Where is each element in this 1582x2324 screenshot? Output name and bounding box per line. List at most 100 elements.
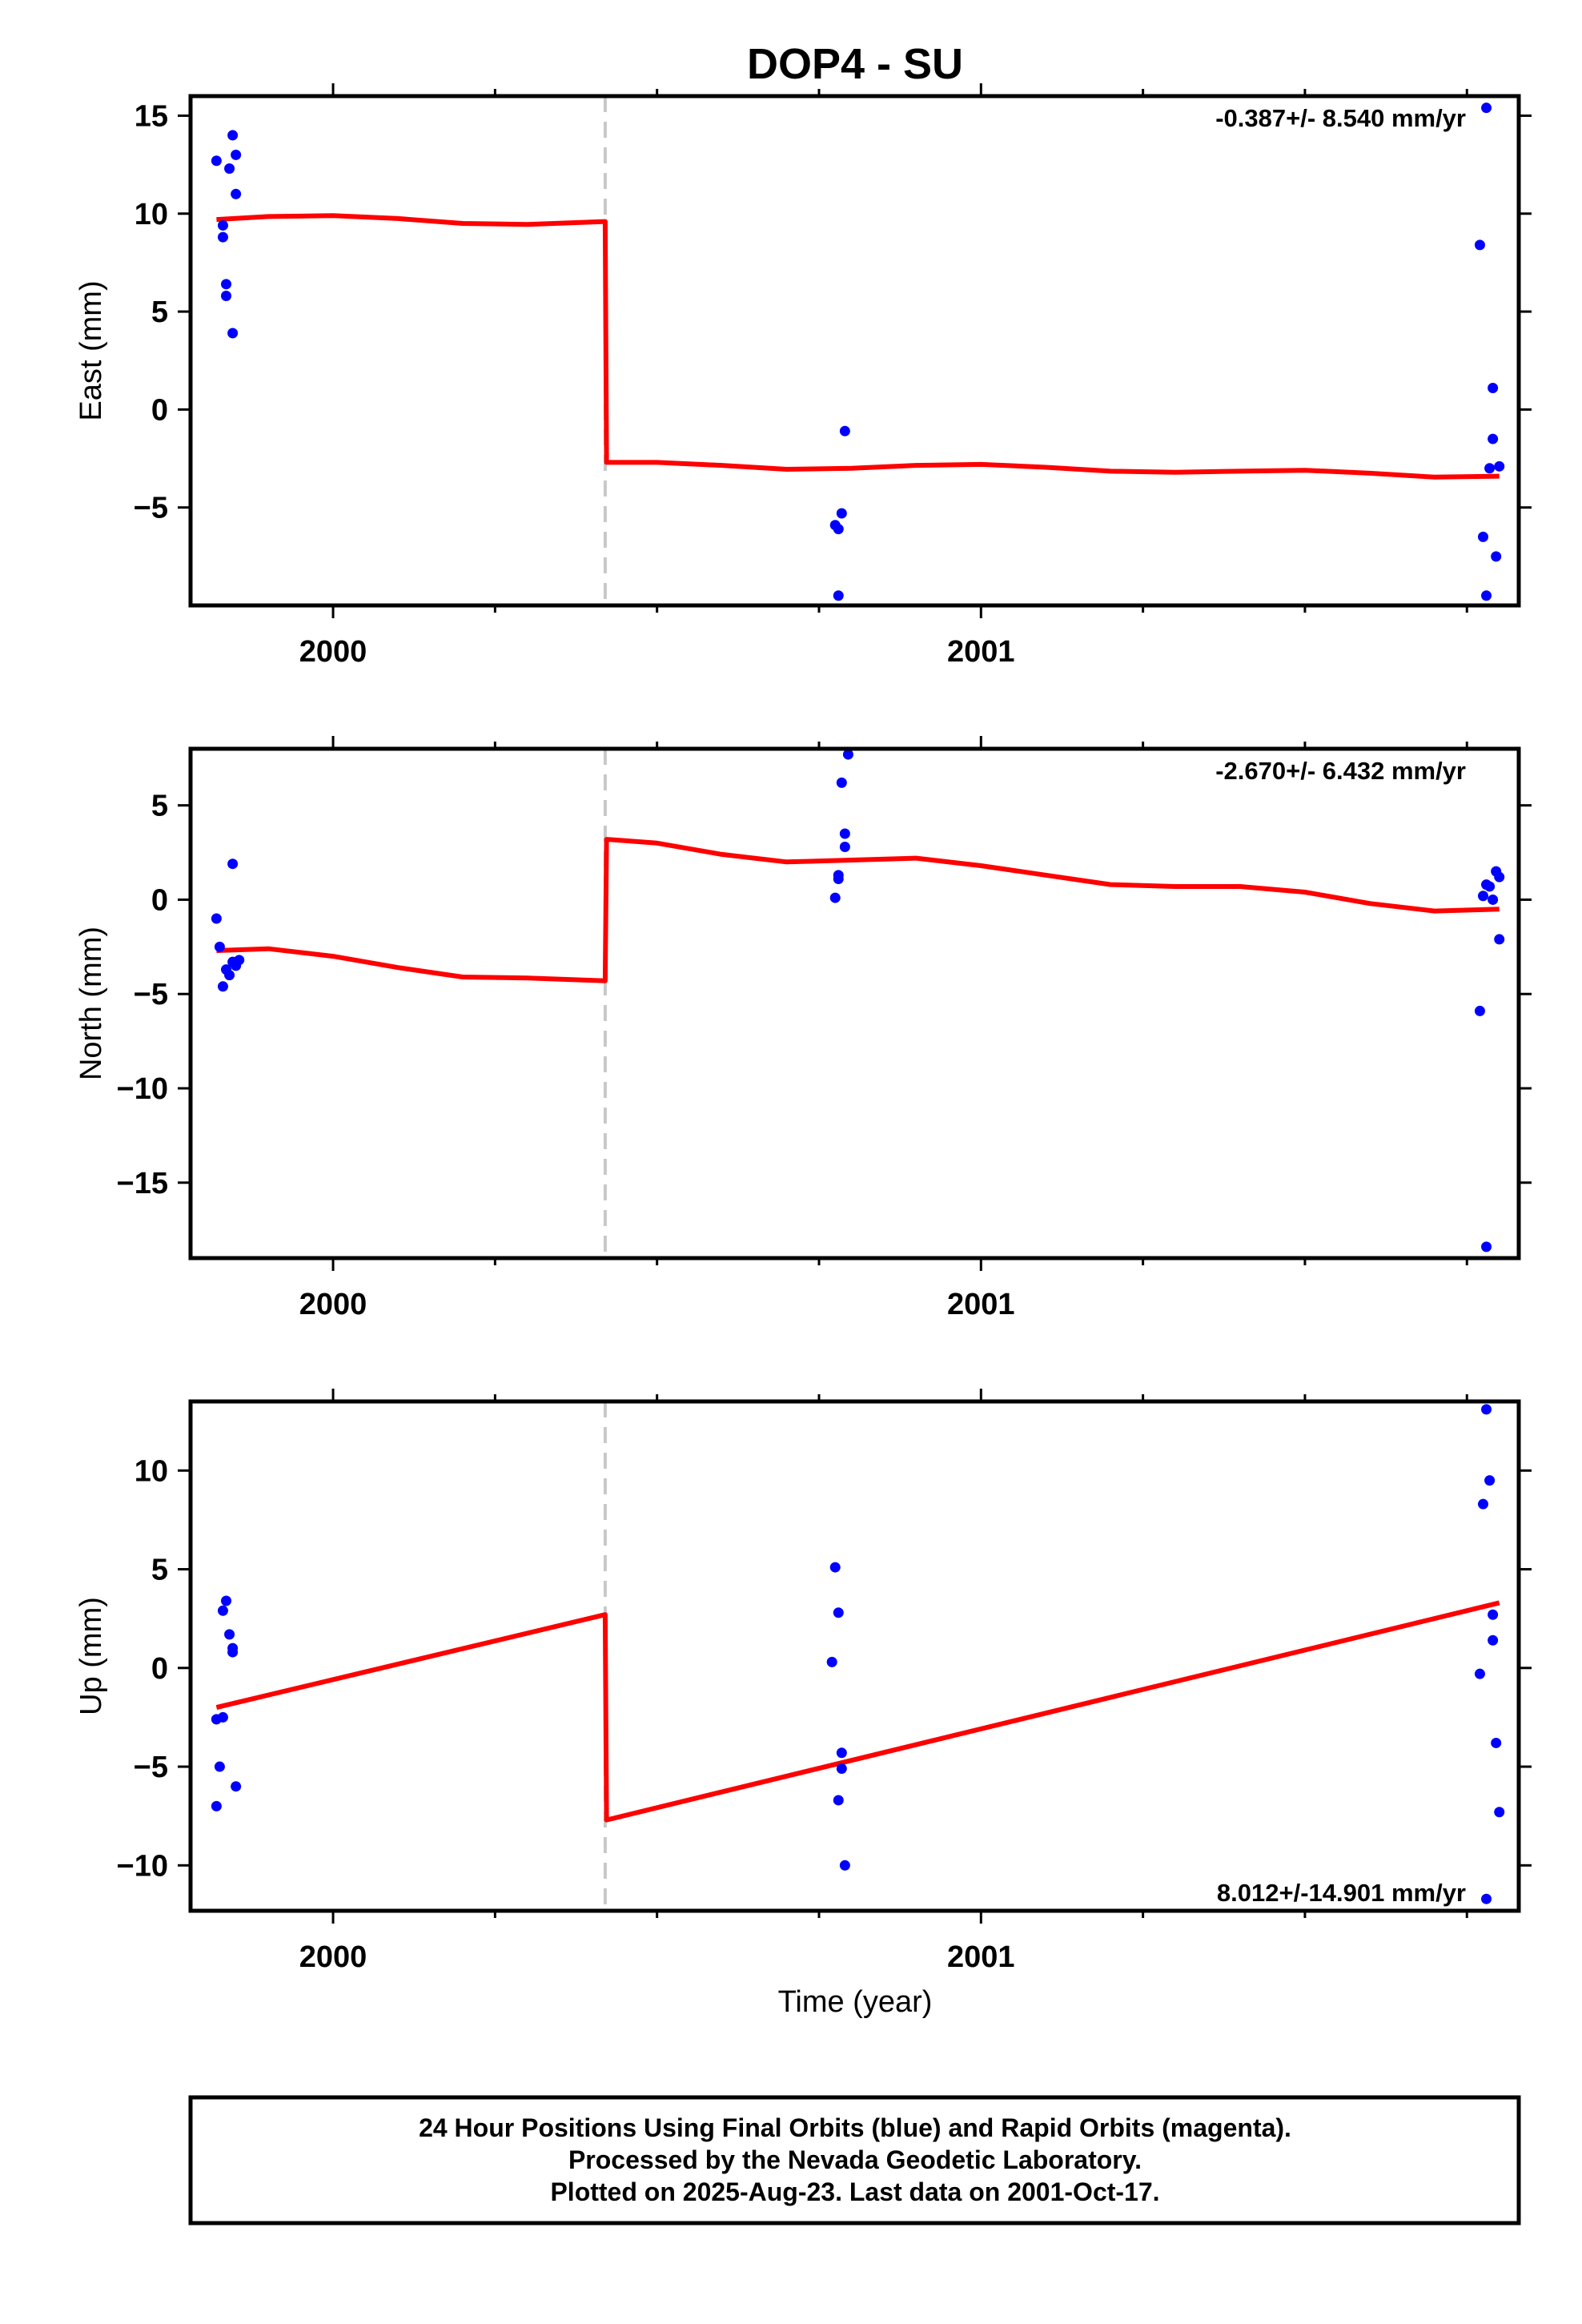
data-point	[217, 981, 228, 992]
data-point	[1488, 382, 1499, 393]
data-point	[1484, 881, 1496, 892]
footer-line-2: Processed by the Nevada Geodetic Laborat…	[568, 2145, 1142, 2174]
x-axis-label: Time (year)	[778, 1985, 933, 2019]
data-point	[1488, 1634, 1499, 1646]
east-panel: 15 10 5 0 −5 2000 2001 East (mm) -0.387+/- 8.540…	[74, 83, 1532, 669]
data-point	[1491, 551, 1502, 562]
data-point	[839, 425, 850, 436]
data-point	[1484, 1475, 1496, 1486]
data-point	[227, 130, 239, 141]
north-panel: 5 0 −5 −10 −15 2000 2001 North (mm) -2.670+/- 6.…	[74, 736, 1532, 1321]
data-point	[839, 1860, 850, 1871]
data-point	[1494, 460, 1505, 472]
data-point	[1494, 871, 1505, 883]
data-point	[1477, 1498, 1488, 1510]
data-point	[211, 1800, 222, 1811]
y-axis-label: East (mm)	[74, 280, 108, 420]
y-axis-label: North (mm)	[74, 927, 108, 1080]
data-point	[231, 149, 242, 160]
data-point	[221, 291, 232, 302]
rate-label: -2.670+/- 6.432 mm/yr	[1215, 757, 1466, 785]
data-point	[224, 970, 235, 981]
data-point	[217, 1711, 228, 1723]
data-point	[211, 155, 222, 167]
data-point	[842, 749, 853, 760]
x-tick-label: 2001	[947, 1288, 1015, 1321]
y-tick-label: −10	[117, 1849, 168, 1883]
y-tick-label: 0	[151, 393, 168, 427]
data-point	[231, 188, 242, 199]
data-point	[1481, 1893, 1492, 1904]
up-panel: 10 5 0 −5 −10 2000 2001 Up (mm) 8.012+/-14.901 m…	[74, 1389, 1532, 1974]
data-point	[221, 279, 232, 290]
data-point	[833, 590, 844, 601]
data-point	[211, 913, 222, 924]
data-point	[1481, 1404, 1492, 1415]
data-point	[217, 231, 228, 243]
y-tick-label: −5	[134, 492, 168, 525]
data-point	[1488, 894, 1499, 905]
x-tick-label: 2000	[299, 1288, 367, 1321]
data-point	[224, 1629, 235, 1640]
chart-title: DOP4 - SU	[747, 40, 963, 88]
data-point	[833, 524, 844, 535]
y-axis-label: Up (mm)	[74, 1597, 108, 1715]
data-point	[1474, 1005, 1485, 1016]
data-point	[1481, 1241, 1492, 1252]
data-point	[1474, 1668, 1485, 1679]
data-point	[833, 874, 844, 885]
x-tick-label: 2001	[947, 635, 1015, 669]
data-point	[1484, 463, 1496, 474]
y-tick-label: 0	[151, 1652, 168, 1686]
data-point	[829, 892, 841, 903]
data-point	[221, 1595, 232, 1606]
data-point	[1491, 1737, 1502, 1748]
data-point	[214, 941, 225, 952]
data-point	[227, 1642, 239, 1654]
y-tick-label: −5	[134, 1751, 168, 1784]
plot-frame	[188, 94, 1521, 608]
rate-label: 8.012+/-14.901 mm/yr	[1217, 1879, 1466, 1907]
data-point	[1494, 1807, 1505, 1818]
x-tick-label: 2000	[299, 635, 367, 669]
model-line	[215, 1600, 1500, 1823]
footer-line-1: 24 Hour Positions Using Final Orbits (bl…	[419, 2113, 1291, 2142]
data-point	[826, 1656, 837, 1667]
footer-line-3: Plotted on 2025-Aug-23. Last data on 200…	[550, 2177, 1159, 2206]
data-point	[836, 777, 847, 788]
data-point	[1477, 891, 1488, 902]
data-point	[224, 163, 235, 175]
footer-box	[188, 2095, 1521, 2225]
plot-frame	[188, 1399, 1521, 1913]
y-tick-label: 10	[135, 198, 168, 231]
y-tick-label: 15	[135, 99, 168, 133]
data-point	[833, 1795, 844, 1806]
data-point	[1481, 590, 1492, 601]
model-line	[216, 213, 1500, 480]
y-tick-label: −5	[134, 978, 168, 1011]
y-tick-label: 5	[151, 296, 168, 329]
data-point	[227, 858, 239, 870]
data-point	[836, 508, 847, 519]
data-point	[836, 1747, 847, 1759]
data-point	[833, 1607, 844, 1618]
data-point	[231, 1781, 242, 1792]
data-point	[1474, 239, 1485, 251]
data-point	[1494, 934, 1505, 945]
x-tick-label: 2000	[299, 1940, 367, 1974]
y-tick-label: −15	[117, 1167, 168, 1200]
y-tick-label: 10	[135, 1454, 168, 1488]
data-point	[836, 1763, 847, 1775]
y-tick-label: −10	[117, 1072, 168, 1106]
x-tick-label: 2001	[947, 1940, 1015, 1974]
rate-label: -0.387+/- 8.540 mm/yr	[1215, 104, 1466, 132]
data-point	[214, 1761, 225, 1772]
plot-frame	[188, 746, 1521, 1261]
data-point	[829, 1562, 841, 1573]
data-point	[839, 828, 850, 839]
data-point	[1481, 103, 1492, 114]
data-point	[227, 328, 239, 339]
data-point	[1488, 1609, 1499, 1620]
data-point	[217, 1605, 228, 1616]
